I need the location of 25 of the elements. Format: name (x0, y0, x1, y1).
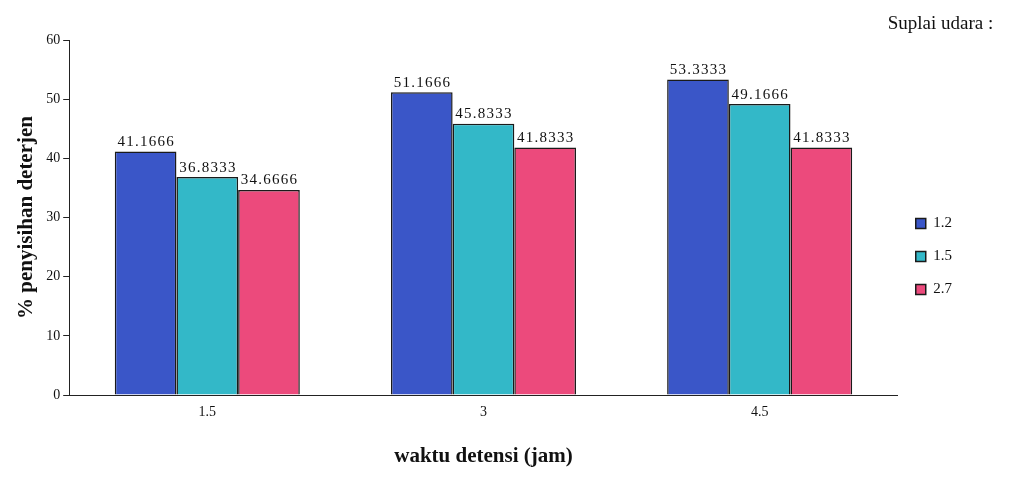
data-label: 4 1 . 8 3 3 3 (793, 128, 850, 145)
y-tick-label: 60 (46, 31, 61, 47)
y-tick-label: 40 (46, 150, 61, 166)
data-label: 3 4 . 6 6 6 6 (240, 171, 298, 188)
legend-label: 2.7 (933, 280, 953, 297)
x-tick-label: 1.5 (198, 404, 217, 420)
legend-title: Suplai udara : (887, 12, 994, 34)
y-tick-label: 50 (46, 90, 61, 106)
y-tick-label: 0 (53, 386, 61, 402)
legend-label: 1.5 (933, 247, 952, 264)
data-label: 3 6 . 8 3 3 3 (179, 158, 236, 175)
x-tick-label: 3 (479, 404, 487, 420)
legend-label: 1.2 (933, 214, 952, 231)
data-label: 4 1 . 1 6 6 6 (117, 132, 175, 149)
y-tick-label: 10 (46, 327, 61, 343)
y-tick-label: 30 (46, 209, 61, 225)
data-label: 5 1 . 1 6 6 6 (393, 73, 451, 90)
data-label: 4 9 . 1 6 6 6 (731, 85, 789, 102)
x-tick-label: 4.5 (750, 404, 769, 420)
data-label: 5 3 . 3 3 3 3 (669, 60, 727, 77)
data-label: 4 1 . 8 3 3 3 (517, 128, 574, 145)
y-axis-title: % penyisihan deterjen (13, 115, 38, 320)
x-axis-title: waktu detensi (jam) (394, 442, 573, 467)
y-tick-label: 20 (46, 268, 61, 284)
data-label: 4 5 . 8 3 3 3 (455, 105, 512, 122)
